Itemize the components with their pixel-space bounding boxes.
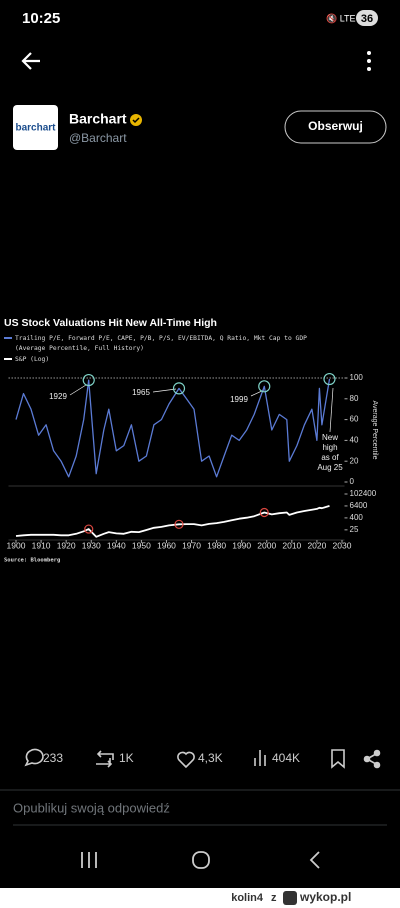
y-tick-label: 60: [350, 415, 359, 424]
like-icon[interactable]: [177, 751, 195, 769]
y2-tick-label: 102400: [350, 489, 377, 498]
x-tick-label: 2030: [333, 540, 352, 550]
highlight-ring: [84, 524, 94, 534]
watermark-z: z: [271, 892, 277, 904]
reply-input[interactable]: Opublikuj swoją odpowiedź: [13, 800, 170, 815]
x-tick-label: 1970: [182, 540, 201, 550]
like-count: 4,3K: [198, 751, 223, 765]
watermark-user: kolin4: [231, 892, 264, 904]
view-count: 404K: [272, 751, 300, 765]
highlight-ring: [82, 373, 95, 387]
annotation-pointer: [152, 388, 177, 393]
x-tick-label: 1900: [7, 540, 26, 550]
views-icon[interactable]: [254, 750, 266, 766]
y-axis-label: Average Percentile: [371, 400, 378, 459]
legend-note: (Average Percentile, Full History): [15, 345, 144, 352]
highlight-ring: [172, 382, 186, 395]
x-tick-label: 1930: [82, 540, 101, 550]
series-line: [15, 505, 330, 538]
follow-button[interactable]: [284, 110, 387, 144]
y-tick-label: 20: [350, 456, 359, 465]
highlight-ring: [323, 372, 336, 386]
back[interactable]: [309, 851, 320, 869]
y-tick-label: 80: [350, 394, 359, 403]
watermark-logo: [283, 891, 297, 905]
y2-tick-label: 25: [350, 525, 359, 534]
battery-level: 36: [361, 13, 373, 25]
x-tick-label: 2020: [307, 540, 326, 550]
annotation-pointer: [69, 384, 87, 396]
recent-apps[interactable]: [81, 852, 97, 868]
bookmark-icon[interactable]: [331, 749, 345, 769]
watermark-bar: [0, 888, 400, 908]
x-tick-label: 1960: [157, 540, 176, 550]
series-line: [15, 378, 331, 478]
watermark-site: wykop.pl: [299, 890, 351, 904]
annotation: 1929: [49, 392, 67, 401]
x-tick-label: 1990: [232, 540, 251, 550]
x-tick-label: 2010: [282, 540, 301, 550]
x-tick-label: 1910: [32, 540, 51, 550]
repost-icon[interactable]: [96, 750, 114, 768]
annotation-pointer: [329, 387, 334, 433]
time: 10:25: [22, 10, 60, 27]
chart: US Stock Valuations Hit New All-Time Hig…: [4, 317, 378, 564]
reply-icon[interactable]: [24, 748, 44, 767]
annotation: 1965: [132, 388, 150, 397]
annotation: as of: [321, 453, 339, 462]
battery: [356, 10, 378, 26]
avatar-logo: barchart: [15, 123, 56, 134]
annotation: high: [322, 443, 337, 452]
highlight-ring: [259, 507, 269, 518]
annotation: 1999: [230, 395, 248, 404]
repost-count: 1K: [119, 751, 134, 765]
reply-count: 233: [43, 751, 63, 765]
back-button[interactable]: [21, 52, 40, 70]
source: Source: Bloomberg: [4, 558, 60, 564]
legend-label: S&P (Log): [15, 356, 49, 363]
action-bar: [24, 748, 381, 769]
legend-label: Trailing P/E, Forward P/E, CAPE, P/B, P/…: [15, 335, 307, 342]
y2-tick-label: 400: [350, 513, 364, 522]
nav-bar: [81, 851, 320, 869]
x-tick-label: 1950: [132, 540, 151, 550]
y-tick-label: 100: [350, 373, 364, 382]
highlight-ring: [174, 519, 184, 529]
highlight-ring: [258, 380, 271, 393]
more-menu[interactable]: [367, 51, 371, 71]
avatar[interactable]: [13, 105, 58, 150]
x-tick-label: 1980: [207, 540, 226, 550]
x-tick-label: 1920: [57, 540, 76, 550]
follow-label: Obserwuj: [308, 119, 363, 133]
chart-title: US Stock Valuations Hit New All-Time Hig…: [4, 317, 217, 329]
annotation: Aug 25: [317, 463, 343, 472]
author-handle: @Barchart: [69, 131, 127, 145]
home[interactable]: [192, 851, 210, 869]
y-tick-label: 0: [350, 477, 355, 486]
annotation: New: [322, 433, 338, 442]
verified-check: [132, 117, 140, 124]
x-tick-label: 1940: [107, 540, 126, 550]
y-tick-label: 40: [350, 436, 359, 445]
y2-tick-label: 6400: [350, 501, 368, 510]
signal: 🔇 LTE: [326, 12, 356, 23]
author-name[interactable]: Barchart: [69, 111, 127, 127]
x-tick-label: 2000: [257, 540, 276, 550]
